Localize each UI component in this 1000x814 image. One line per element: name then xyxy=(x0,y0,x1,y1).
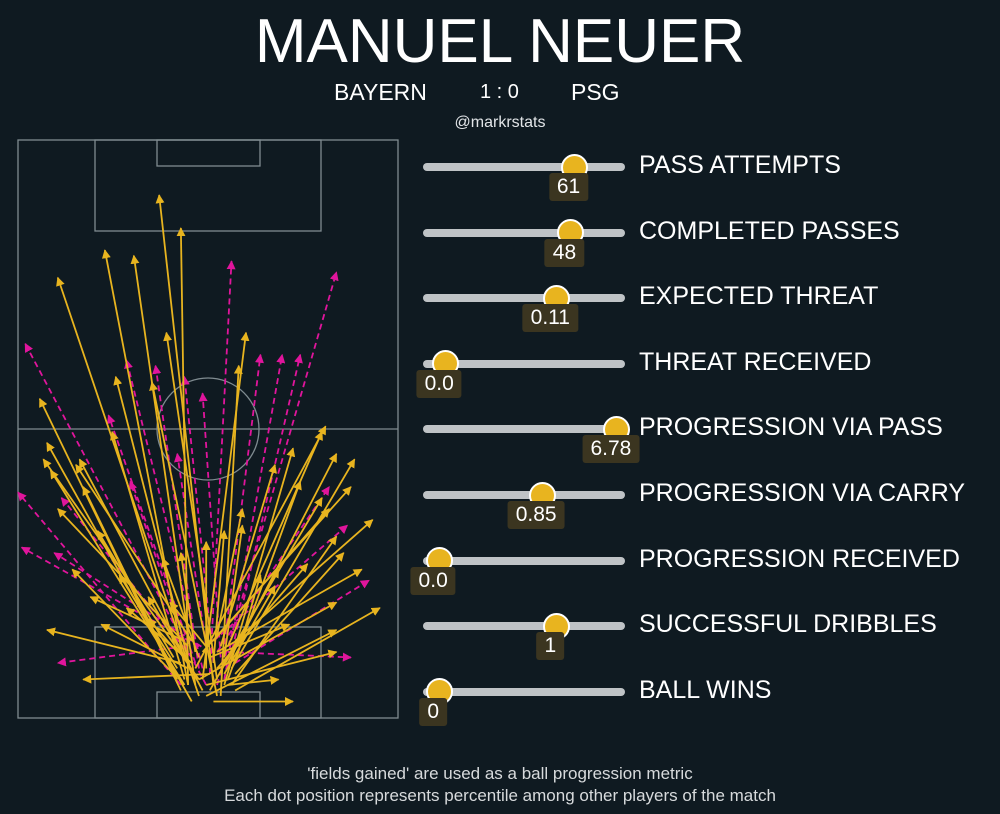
footnote-metric: 'fields gained' are used as a ball progr… xyxy=(307,764,693,783)
carry-arrow xyxy=(216,271,339,686)
percentile-track xyxy=(423,359,625,368)
pass-arrow xyxy=(177,551,197,653)
pass-arrow xyxy=(75,464,193,642)
pass-arrow xyxy=(194,425,327,669)
percentile-track xyxy=(423,163,625,171)
pass-arrow xyxy=(57,508,189,648)
metric-value-label: 0.11 xyxy=(522,304,578,333)
pass-arrow xyxy=(46,627,182,664)
carry-arrow xyxy=(234,579,370,664)
bottom-six-yard-box xyxy=(156,691,261,719)
metric-name-label: PASS ATTEMPTS xyxy=(639,151,841,179)
metric-name-label: PROGRESSION VIA PASS xyxy=(639,413,943,442)
percentile-track xyxy=(423,622,625,631)
pass-arrow xyxy=(89,596,185,642)
pass-arrow xyxy=(234,607,381,692)
pass-arrow xyxy=(169,601,207,648)
metric-value-label: 1 xyxy=(536,632,565,661)
top-six-yard-box xyxy=(156,139,261,167)
metric-name-label: PROGRESSION RECEIVED xyxy=(639,544,960,573)
carry-arrow xyxy=(173,452,208,647)
percentile-track xyxy=(423,491,625,499)
passes-layer xyxy=(38,194,381,706)
carry-arrow xyxy=(223,353,286,680)
pass-arrow xyxy=(125,607,193,664)
pass-arrow xyxy=(212,508,330,642)
metric-name-label: EXPECTED THREAT xyxy=(639,282,879,311)
pass-arrow xyxy=(227,675,280,686)
pass-arrow xyxy=(82,673,210,684)
carry-arrow xyxy=(180,375,215,664)
pass-arrow xyxy=(110,430,186,680)
pass-arrow xyxy=(216,568,363,653)
pass-arrow xyxy=(234,574,263,664)
metric-value-label: 0 xyxy=(419,697,447,726)
metric-name-label: SUCCESSFUL DRIBBLES xyxy=(639,610,937,639)
carry-arrow xyxy=(106,414,197,664)
centre-circle xyxy=(156,377,260,481)
pass-arrow xyxy=(147,596,186,658)
home-team-label: BAYERN xyxy=(334,79,427,105)
pass-arrow xyxy=(147,618,178,653)
pass-arrow xyxy=(234,519,374,642)
pitch-markings xyxy=(17,139,399,719)
metric-value-label: 48 xyxy=(544,238,585,267)
metric-value-label: 61 xyxy=(548,173,589,201)
carry-arrow xyxy=(227,353,303,669)
author-handle: @markrstats xyxy=(454,114,546,131)
pass-arrow xyxy=(223,524,246,658)
percentile-track xyxy=(423,687,625,696)
metric-name-label: THREAT RECEIVED xyxy=(639,347,872,376)
pass-arrow xyxy=(113,375,193,675)
pass-arrow xyxy=(219,463,277,647)
metric-value-label: 6.78 xyxy=(582,435,640,464)
pass-arrow xyxy=(209,623,291,659)
pass-arrow xyxy=(227,430,323,647)
pass-arrow xyxy=(155,194,215,686)
pass-arrow xyxy=(130,254,197,686)
metric-name-label: PROGRESSION VIA CARRY xyxy=(639,479,966,507)
carry-arrow xyxy=(216,486,330,653)
metric-value-label: 0.85 xyxy=(507,501,565,529)
pass-arrow xyxy=(212,529,229,664)
pass-arrow xyxy=(230,458,356,669)
match-score: 1 : 0 xyxy=(480,81,519,103)
percentile-track xyxy=(423,425,625,434)
pass-arrow xyxy=(96,530,175,658)
percentile-track xyxy=(423,556,625,565)
footnote-percentile: Each dot position represents percentile … xyxy=(224,786,776,805)
metric-value-label: 0.0 xyxy=(416,369,462,398)
carry-arrow xyxy=(208,260,236,675)
away-team-label: PSG xyxy=(571,79,620,105)
player-name-title: MANUEL NEUER xyxy=(254,7,746,76)
metric-name-label: BALL WINS xyxy=(639,675,772,704)
pass-arrow xyxy=(201,331,250,680)
pass-arrow xyxy=(163,331,218,680)
top-penalty-box xyxy=(94,139,322,232)
pass-arrow xyxy=(234,552,345,675)
carries-layer xyxy=(17,260,370,686)
metric-value-label: 0.0 xyxy=(410,566,456,595)
pass-arrow xyxy=(49,469,186,686)
pass-arrow xyxy=(101,249,189,686)
percentile-track xyxy=(423,294,625,303)
percentile-track xyxy=(423,228,625,237)
pass-arrow xyxy=(230,535,338,686)
carry-arrow xyxy=(152,364,200,669)
metric-name-label: COMPLETED PASSES xyxy=(639,216,900,245)
pass-arrow xyxy=(216,507,246,636)
